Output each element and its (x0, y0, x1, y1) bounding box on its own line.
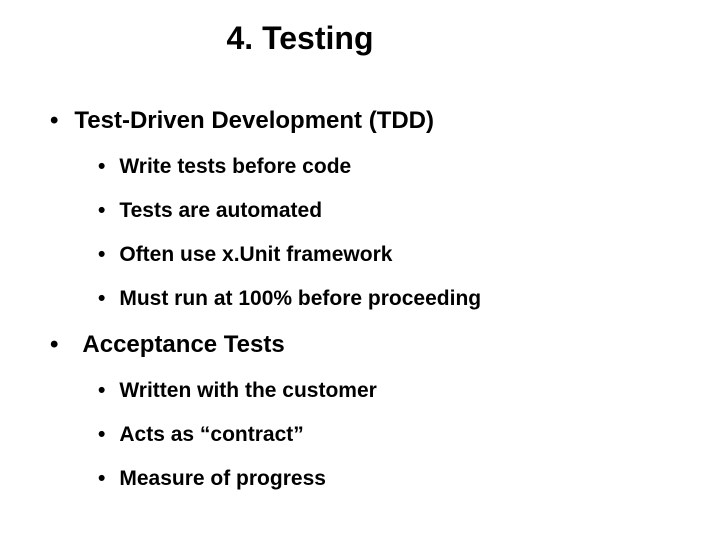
slide-title: 4. Testing (130, 20, 470, 57)
item-text: Written with the customer (119, 379, 376, 403)
bullet-icon: • (98, 379, 105, 403)
bullet-icon: • (50, 107, 58, 135)
list-item: • Must run at 100% before proceeding (98, 287, 670, 311)
item-text: Must run at 100% before proceeding (119, 287, 481, 311)
bullet-icon: • (98, 423, 105, 447)
bullet-icon: • (50, 331, 58, 359)
bullet-icon: • (98, 199, 105, 223)
list-item: • Often use x.Unit framework (98, 243, 670, 267)
heading-text: Acceptance Tests (82, 331, 284, 359)
item-text: Often use x.Unit framework (119, 243, 392, 267)
bullet-icon: • (98, 243, 105, 267)
list-item: • Write tests before code (98, 155, 670, 179)
bullet-icon: • (98, 287, 105, 311)
item-text: Write tests before code (119, 155, 351, 179)
item-text: Measure of progress (119, 467, 326, 491)
heading-acceptance: • Acceptance Tests (50, 331, 670, 359)
item-text: Acts as “contract” (119, 423, 303, 447)
section-acceptance: • Acceptance Tests • Written with the cu… (50, 331, 670, 491)
heading-text: Test-Driven Development (TDD) (74, 107, 434, 135)
list-item: • Tests are automated (98, 199, 670, 223)
heading-tdd: • Test-Driven Development (TDD) (50, 107, 670, 135)
item-text: Tests are automated (119, 199, 322, 223)
list-item: • Written with the customer (98, 379, 670, 403)
section-tdd: • Test-Driven Development (TDD) • Write … (50, 107, 670, 311)
bullet-icon: • (98, 155, 105, 179)
list-item: • Measure of progress (98, 467, 670, 491)
list-item: • Acts as “contract” (98, 423, 670, 447)
bullet-icon: • (98, 467, 105, 491)
